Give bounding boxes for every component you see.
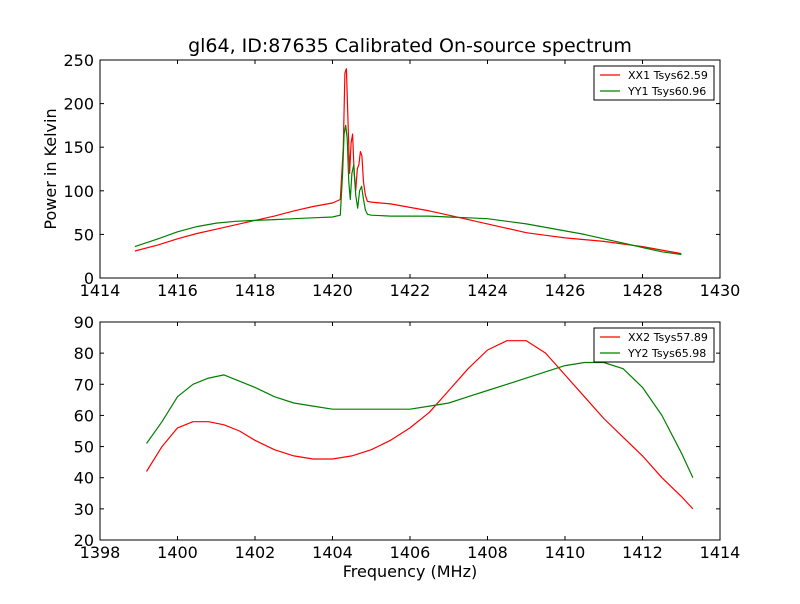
y-tick-label: 200 (63, 95, 94, 114)
x-tick-label: 1414 (80, 281, 121, 300)
x-tick-label: 1416 (157, 281, 198, 300)
x-tick-label: 1408 (467, 543, 508, 562)
x-tick-label: 1402 (235, 543, 276, 562)
x-tick-label: 1426 (545, 281, 586, 300)
legend-2: XX2 Tsys57.89 YY2 Tsys65.98 (593, 327, 715, 363)
legend-box (593, 327, 715, 363)
legend-1: XX1 Tsys62.59 YY1 Tsys60.96 (593, 65, 715, 101)
y-tick-label: 100 (63, 182, 94, 201)
y-axis-label: Power in Kelvin (41, 108, 60, 229)
y-tick-label: 20 (74, 531, 94, 550)
legend-label: XX2 Tsys57.89 (628, 331, 708, 344)
x-tick-label: 1414 (700, 543, 741, 562)
x-tick-label: 1410 (545, 543, 586, 562)
legend-label: YY1 Tsys60.96 (627, 85, 706, 98)
y-tick-label: 40 (74, 469, 94, 488)
x-tick-label: 1404 (312, 543, 353, 562)
y-tick-label: 50 (74, 225, 94, 244)
y-tick-label: 80 (74, 344, 94, 363)
series-line-2-1 (145, 340, 694, 510)
plot-1: 1414 1416 1418 1420 1422 1424 1426 1428 1430 0 50 1… (41, 51, 740, 300)
y-tick-label: 30 (74, 500, 94, 519)
x-axis-label: Frequency (MHz) (343, 562, 477, 581)
y-tick-label: 0 (84, 269, 94, 288)
x-tick-label: 1418 (235, 281, 276, 300)
y-tick-label: 70 (74, 375, 94, 394)
x-tick-label: 1398 (80, 543, 121, 562)
x-tick-label: 1424 (467, 281, 508, 300)
y-tick-label: 150 (63, 138, 94, 157)
y-tick-label: 250 (63, 51, 94, 70)
legend-box (593, 65, 715, 101)
plot-2: 1398 1400 1402 1404 1406 1408 1410 1412 1414 20 30… (74, 313, 741, 581)
chart-title: gl64, ID:87635 Calibrated On-source spec… (188, 35, 632, 57)
x-tick-label: 1406 (390, 543, 431, 562)
plots-layer: 1414 1416 1418 1420 1422 1424 1426 1428 14300501… (41, 51, 740, 581)
x-tick-label: 1400 (157, 543, 198, 562)
x-tick-label: 1412 (622, 543, 663, 562)
x-tick-label: 1428 (622, 281, 663, 300)
y-tick-label: 60 (74, 406, 94, 425)
y-tick-label: 90 (74, 313, 94, 332)
legend-label: XX1 Tsys62.59 (628, 69, 708, 82)
x-tick-label: 1420 (312, 281, 353, 300)
x-tick-label: 1430 (700, 281, 741, 300)
y-tick-label: 50 (74, 438, 94, 457)
x-tick-label: 1422 (390, 281, 431, 300)
series-line-1-2 (134, 124, 682, 256)
legend-label: YY2 Tsys65.98 (627, 347, 706, 360)
series-line-1-1 (134, 68, 682, 255)
